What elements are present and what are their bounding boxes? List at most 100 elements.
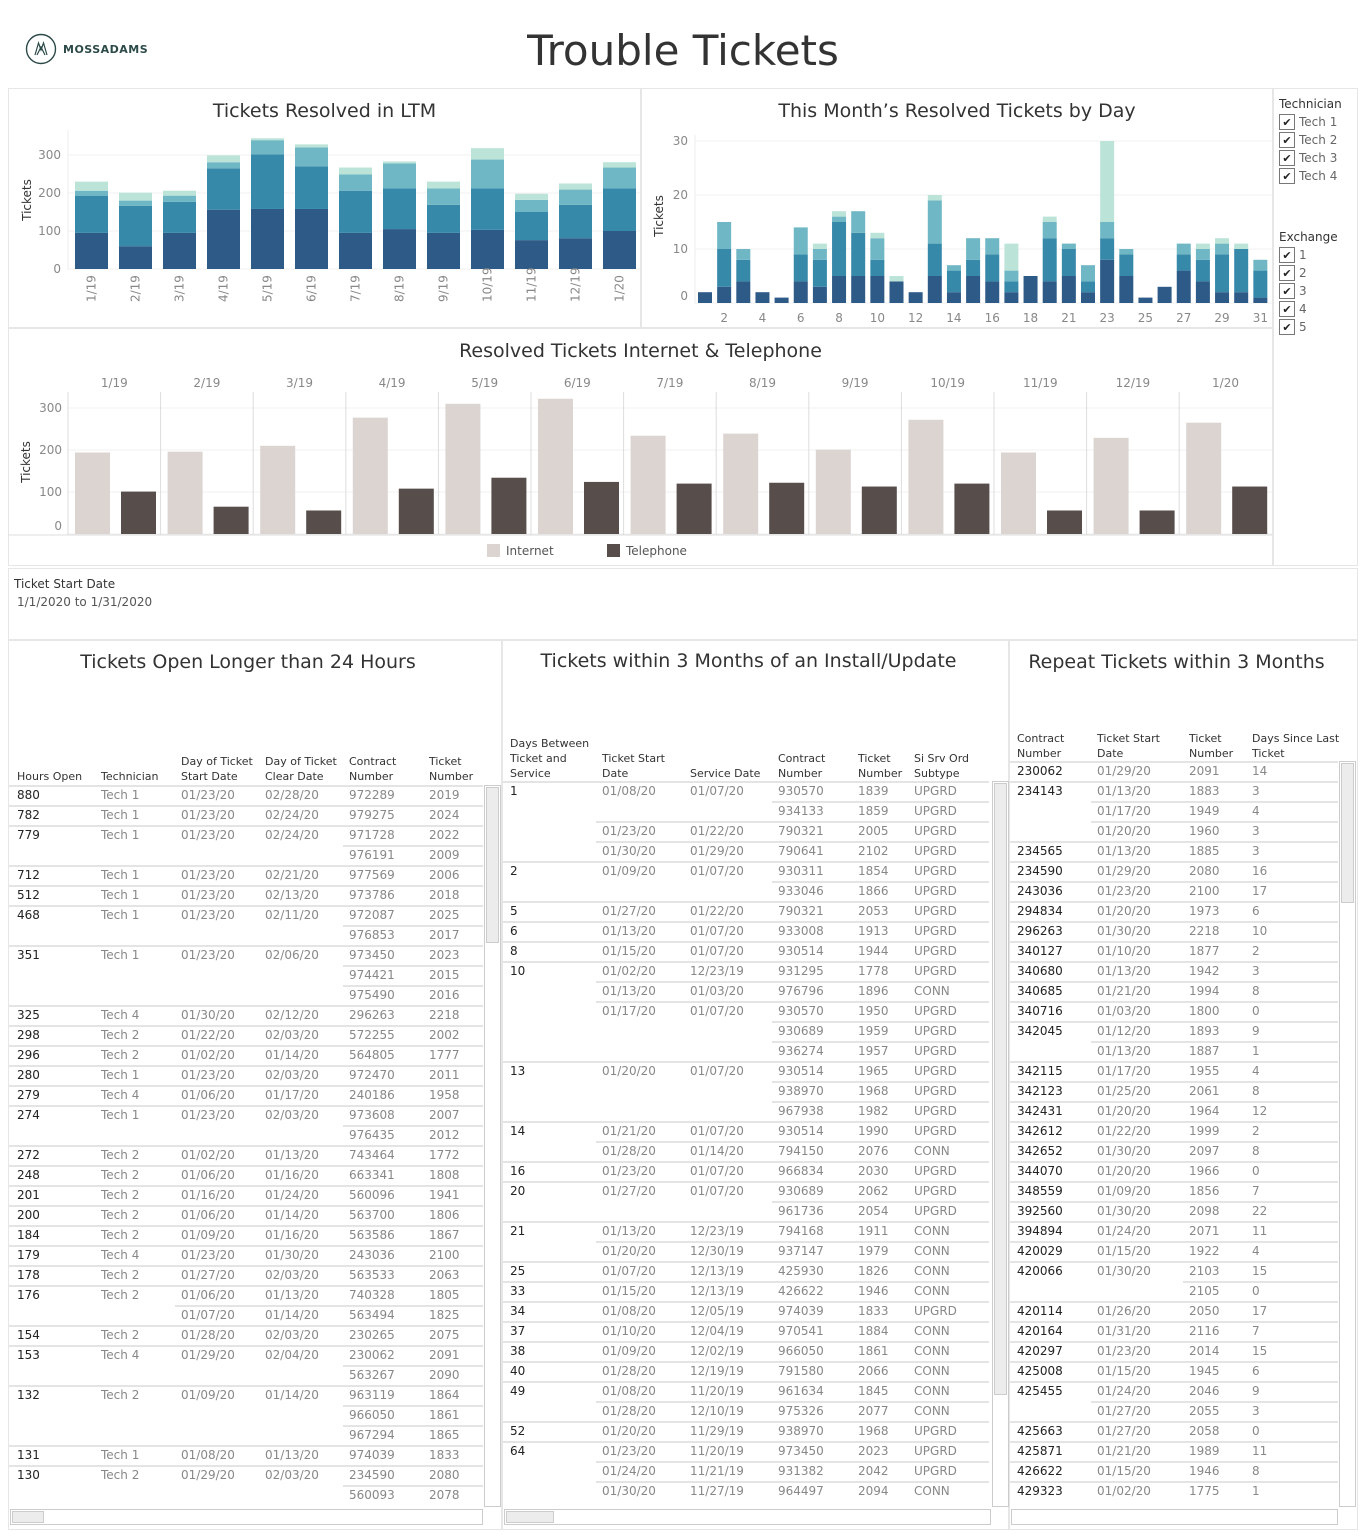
table-row[interactable]: 975490 2016 [9,985,483,1005]
table-row[interactable]: 1 01/08/20 01/07/20 930570 1839 UPGRD [503,781,989,801]
table-row[interactable]: 184 Tech 2 01/09/20 01/16/20 563586 1867 [9,1225,483,1245]
bar-telephone[interactable] [1232,486,1268,534]
date-filter[interactable]: Ticket Start Date 1/1/2020 to 1/31/2020 [8,568,1358,640]
bar-segment[interactable] [1081,265,1095,282]
bar-segment[interactable] [1195,259,1210,282]
table-row[interactable]: 934133 1859 UPGRD [503,801,989,821]
bar-segment[interactable] [966,238,981,260]
table-row[interactable]: 132 Tech 2 01/09/20 01/14/20 963119 1864 [9,1385,483,1405]
bar-segment[interactable] [119,246,152,269]
table-row[interactable]: 64 01/23/20 11/20/19 973450 2023 UPGRD [503,1441,989,1461]
table-row[interactable]: 6 01/13/20 01/07/20 933008 1913 UPGRD [503,921,989,941]
bar-segment[interactable] [251,208,284,269]
table-row[interactable]: 153 Tech 4 01/29/20 02/04/20 230062 2091 [9,1345,483,1365]
bar-telephone[interactable] [676,483,712,534]
bar-segment[interactable] [339,167,372,175]
column-header[interactable]: Ticket Number [858,752,903,780]
table-row[interactable]: 2 01/09/20 01/07/20 930311 1854 UPGRD [503,861,989,881]
bar-segment[interactable] [832,216,847,222]
table-row[interactable]: 468 Tech 1 01/23/20 02/11/20 972087 2025 [9,905,483,925]
bar-segment[interactable] [966,259,981,276]
bar-segment[interactable] [75,232,108,269]
column-header[interactable]: Ticket Number [429,755,474,783]
table-row[interactable]: 342123 01/25/20 2061 8 [1010,1081,1338,1101]
bar-segment[interactable] [1176,243,1191,255]
table-row[interactable]: 344070 01/20/20 1966 0 [1010,1161,1338,1181]
checkbox-checked-icon[interactable]: ✔ [1279,283,1295,299]
bar-segment[interactable] [75,181,108,191]
scrollbar-thumb[interactable] [506,1511,554,1523]
bar-segment[interactable] [119,200,152,206]
table-row[interactable]: 200 Tech 2 01/06/20 01/14/20 563700 1806 [9,1205,483,1225]
bar-segment[interactable] [163,232,196,269]
bar-segment[interactable] [1195,249,1210,260]
table-row[interactable]: 342045 01/12/20 1893 9 [1010,1021,1338,1041]
table-row[interactable]: 33 01/15/20 12/13/19 426622 1946 CONN [503,1281,989,1301]
filter-option[interactable]: ✔ 2 [1279,264,1307,282]
bar-internet[interactable] [630,435,666,534]
bar-internet[interactable] [75,452,110,534]
bar-segment[interactable] [515,240,548,269]
table-row[interactable]: 230062 01/29/20 2091 14 [1010,761,1338,781]
table-row[interactable]: 974421 2015 [9,965,483,985]
bar-segment[interactable] [339,174,372,191]
bar-segment[interactable] [927,200,942,244]
bar-segment[interactable] [251,138,284,141]
bar-segment[interactable] [427,188,460,205]
bar-segment[interactable] [1081,281,1095,293]
bar-segment[interactable] [1042,216,1057,222]
table-row[interactable]: 01/13/20 1887 1 [1010,1041,1338,1061]
bar-segment[interactable] [383,188,416,230]
bar-segment[interactable] [832,211,847,217]
bar-segment[interactable] [515,212,548,241]
table-row[interactable]: 178 Tech 2 01/27/20 02/03/20 563533 2063 [9,1265,483,1285]
table-row[interactable]: 49 01/08/20 11/20/19 961634 1845 CONN [503,1381,989,1401]
bar-segment[interactable] [851,276,866,303]
bar-segment[interactable] [207,168,240,210]
table-row[interactable]: 176 Tech 2 01/06/20 01/13/20 740328 1805 [9,1285,483,1305]
table-row[interactable]: 782 Tech 1 01/23/20 02/24/20 979275 2024 [9,805,483,825]
bar-segment[interactable] [559,183,592,190]
table-row[interactable]: 34 01/08/20 12/05/19 974039 1833 UPGRD [503,1301,989,1321]
bar-segment[interactable] [1081,292,1095,303]
bar-segment[interactable] [966,276,981,303]
vertical-scrollbar[interactable] [992,781,1009,1507]
bar-segment[interactable] [1100,238,1115,260]
date-filter-value[interactable]: 1/1/2020 to 1/31/2020 [17,595,153,609]
bar-segment[interactable] [603,162,636,168]
table-row[interactable]: 20 01/27/20 01/07/20 930689 2062 UPGRD [503,1181,989,1201]
table-row[interactable]: 560093 2078 [9,1485,483,1505]
bar-segment[interactable] [339,232,372,269]
bar-internet[interactable] [538,398,573,534]
bar-segment[interactable] [1215,238,1230,244]
bar-segment[interactable] [736,249,751,260]
table-row[interactable]: 37 01/10/20 12/04/19 970541 1884 CONN [503,1321,989,1341]
bar-segment[interactable] [1234,292,1249,303]
bar-segment[interactable] [736,281,751,303]
bar-segment[interactable] [603,188,636,231]
filter-option[interactable]: ✔ Tech 3 [1279,149,1337,167]
table-row[interactable]: 938970 1968 UPGRD [503,1081,989,1101]
bar-segment[interactable] [427,181,460,189]
bar-segment[interactable] [927,195,942,201]
table-row[interactable]: 967294 1865 [9,1425,483,1445]
table-row[interactable]: 933046 1866 UPGRD [503,881,989,901]
table-row[interactable]: 243036 01/23/20 2100 17 [1010,881,1338,901]
column-header[interactable]: Day of Ticket Clear Date [265,755,337,783]
table-row[interactable]: 01/30/20 01/29/20 790641 2102 UPGRD [503,841,989,861]
bar-segment[interactable] [793,281,808,303]
bar-segment[interactable] [119,192,152,201]
table-row[interactable]: 425455 01/24/20 2046 9 [1010,1381,1338,1401]
table-row[interactable]: 248 Tech 2 01/06/20 01/16/20 663341 1808 [9,1165,483,1185]
bar-segment[interactable] [774,297,789,303]
column-header[interactable]: Si Srv Ord Subtype [914,752,970,780]
column-header[interactable]: Contract Number [349,755,397,783]
bar-segment[interactable] [1119,249,1134,255]
bar-segment[interactable] [1157,286,1172,303]
table-row[interactable]: 234565 01/13/20 1885 3 [1010,841,1338,861]
checkbox-checked-icon[interactable]: ✔ [1279,265,1295,281]
horizontal-scrollbar[interactable] [10,1509,483,1525]
bar-segment[interactable] [1042,281,1057,303]
table-row[interactable]: 392560 01/30/20 2098 22 [1010,1201,1338,1221]
table-row[interactable]: 420066 01/30/20 2103 15 [1010,1261,1338,1281]
